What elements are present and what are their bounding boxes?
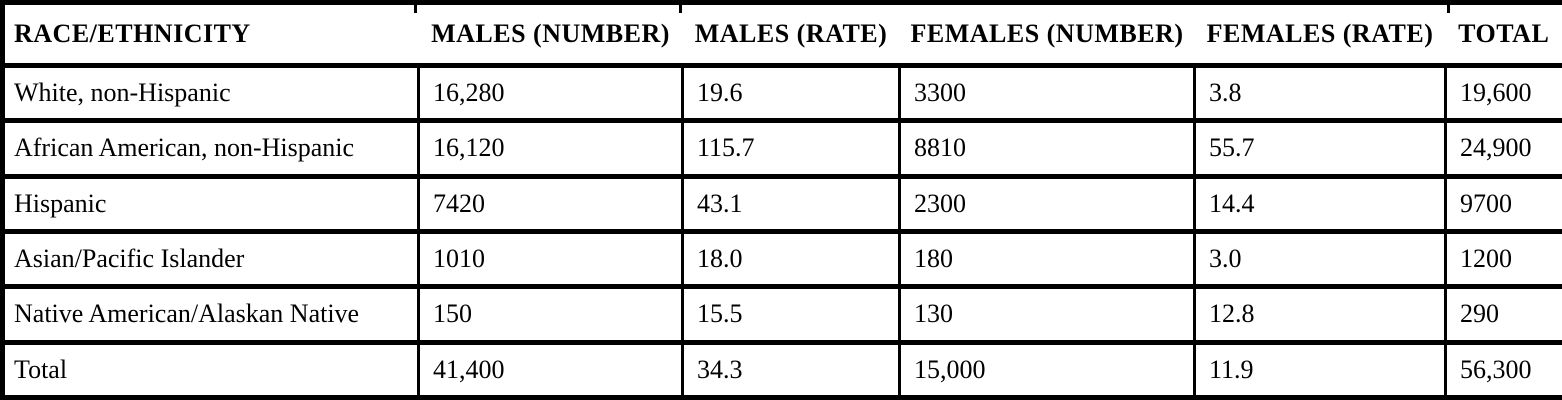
header-column-tick <box>1447 0 1450 13</box>
cell-females-rate: 55.7 <box>1193 118 1447 179</box>
table-row: White, non-Hispanic 16,280 19.6 3300 3.8 19,6… <box>1 62 1562 124</box>
table-row: Asian/Pacific Islander 1010 18.0 180 3.0 1200 <box>1 228 1562 290</box>
table-body: White, non-Hispanic 16,280 19.6 3300 3.8 19,6… <box>1 62 1562 400</box>
cell-total: 24,900 <box>1444 118 1562 179</box>
cell-females-number: 8810 <box>898 118 1196 179</box>
cell-males-rate: 34.3 <box>681 339 901 400</box>
table-row: Native American/Alaskan Native 150 15.5 130… <box>1 284 1562 345</box>
cell-males-number: 7420 <box>417 173 684 234</box>
column-header-males-number: MALES (NUMBER) <box>418 2 683 68</box>
cell-females-number: 180 <box>898 228 1196 290</box>
cell-males-rate: 115.7 <box>681 118 901 179</box>
column-header-females-number: FEMALES (NUMBER) <box>899 2 1195 68</box>
header-column-tick <box>679 0 682 13</box>
cell-males-number: 16,280 <box>417 62 684 124</box>
cell-females-rate: 14.4 <box>1193 173 1447 234</box>
column-header-race-ethnicity: RACE/ETHNICITY <box>2 2 419 68</box>
column-header-females-rate: FEMALES (RATE) <box>1194 2 1446 68</box>
cell-total: 9700 <box>1444 173 1562 234</box>
cell-males-rate: 19.6 <box>681 62 901 124</box>
cell-females-rate: 3.8 <box>1193 62 1447 124</box>
column-header-males-rate: MALES (RATE) <box>682 2 900 68</box>
cell-females-number: 2300 <box>898 173 1196 234</box>
cell-males-rate: 43.1 <box>681 173 901 234</box>
cell-females-rate: 3.0 <box>1193 228 1447 290</box>
cell-males-rate: 15.5 <box>681 284 901 345</box>
column-header-total: TOTAL <box>1445 2 1562 68</box>
cell-males-rate: 18.0 <box>681 228 901 290</box>
cell-males-number: 150 <box>417 284 684 345</box>
cell-race: African American, non-Hispanic <box>1 118 420 179</box>
header-column-tick <box>414 0 417 13</box>
table-row: Total 41,400 34.3 15,000 11.9 56,300 <box>1 339 1562 400</box>
cell-total: 290 <box>1444 284 1562 345</box>
cell-race: Asian/Pacific Islander <box>1 228 420 290</box>
cell-race: Hispanic <box>1 173 420 234</box>
cell-females-number: 130 <box>898 284 1196 345</box>
cell-females-number: 15,000 <box>898 339 1196 400</box>
cell-total: 56,300 <box>1444 339 1562 400</box>
cell-total: 19,600 <box>1444 62 1562 124</box>
cell-males-number: 41,400 <box>417 339 684 400</box>
cell-females-number: 3300 <box>898 62 1196 124</box>
cell-females-rate: 12.8 <box>1193 284 1447 345</box>
cell-race: White, non-Hispanic <box>1 62 420 124</box>
table-row: Hispanic 7420 43.1 2300 14.4 9700 <box>1 173 1562 234</box>
header-row: RACE/ETHNICITY MALES (NUMBER) MALES (RAT… <box>2 2 1562 68</box>
cell-females-rate: 11.9 <box>1193 339 1447 400</box>
table-row: African American, non-Hispanic 16,120 115.… <box>1 118 1562 179</box>
cell-race: Total <box>1 339 420 400</box>
cell-males-number: 1010 <box>417 228 684 290</box>
cell-race: Native American/Alaskan Native <box>1 284 420 345</box>
cell-males-number: 16,120 <box>417 118 684 179</box>
cell-total: 1200 <box>1444 228 1562 290</box>
